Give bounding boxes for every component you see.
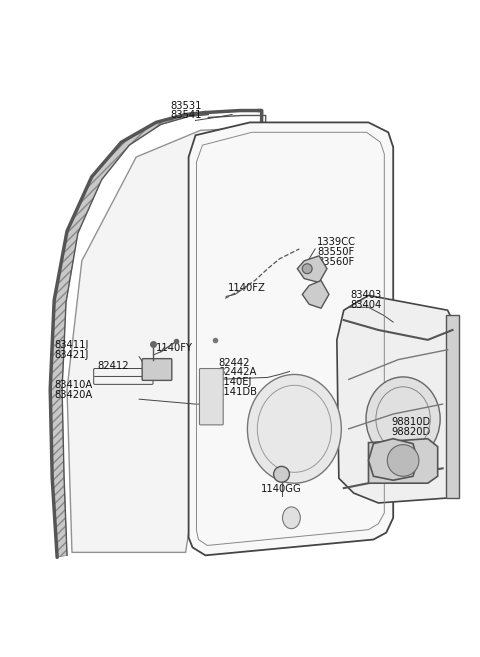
Text: 1140FY: 1140FY	[156, 343, 193, 353]
Circle shape	[274, 466, 289, 482]
Text: 1140GG: 1140GG	[261, 484, 302, 494]
Polygon shape	[369, 439, 438, 483]
Text: 83550F: 83550F	[317, 247, 354, 257]
Polygon shape	[67, 127, 264, 553]
Polygon shape	[302, 281, 329, 308]
Text: 1140FZ: 1140FZ	[228, 283, 266, 294]
Text: 83403: 83403	[351, 290, 382, 300]
Text: 1141DB: 1141DB	[218, 387, 258, 397]
Ellipse shape	[366, 377, 440, 461]
Text: 98810D: 98810D	[391, 417, 431, 427]
FancyBboxPatch shape	[200, 369, 223, 425]
Text: 83411J: 83411J	[54, 340, 88, 350]
Polygon shape	[50, 112, 208, 557]
FancyBboxPatch shape	[142, 359, 172, 380]
Text: 83421J: 83421J	[54, 350, 88, 359]
Polygon shape	[297, 256, 327, 283]
Text: 82412: 82412	[97, 361, 129, 371]
Text: 83541: 83541	[170, 110, 202, 120]
Polygon shape	[337, 296, 457, 503]
Circle shape	[302, 263, 312, 274]
Ellipse shape	[283, 507, 300, 529]
Text: 82442: 82442	[218, 357, 250, 367]
Polygon shape	[445, 315, 459, 498]
Circle shape	[387, 445, 419, 476]
Text: 82442A: 82442A	[218, 367, 257, 377]
Text: 83410A: 83410A	[54, 380, 93, 390]
Polygon shape	[369, 439, 418, 480]
Text: 83560F: 83560F	[317, 257, 354, 267]
Text: 1339CC: 1339CC	[317, 237, 356, 247]
Ellipse shape	[247, 374, 341, 483]
Text: 1140EJ: 1140EJ	[218, 377, 252, 388]
Text: 98820D: 98820D	[391, 427, 431, 437]
Text: 83404: 83404	[351, 300, 382, 310]
Text: 83531: 83531	[170, 101, 202, 110]
Text: 83420A: 83420A	[54, 390, 93, 400]
Polygon shape	[189, 122, 393, 555]
